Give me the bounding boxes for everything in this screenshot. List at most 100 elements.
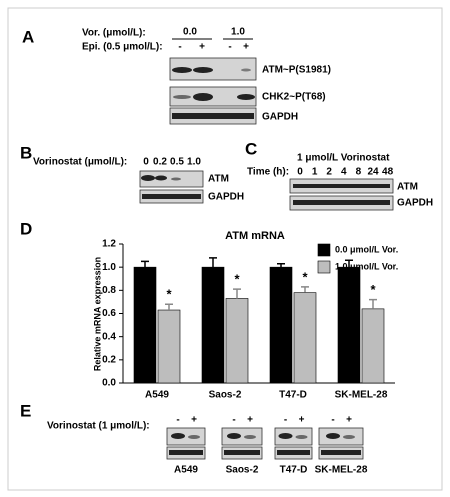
band-label: GAPDH — [208, 192, 244, 203]
epi-label: Epi. (0.5 μmol/L): — [82, 42, 163, 53]
blot — [318, 427, 364, 446]
annotation: * — [234, 272, 240, 287]
chart-title: ATM mRNA — [225, 230, 285, 242]
bar — [157, 309, 181, 384]
blot — [274, 427, 313, 446]
sign: + — [199, 42, 205, 53]
dose-label: Vorinostat (1 μmol/L): — [47, 421, 150, 432]
x-tick-label: Saos-2 — [209, 390, 242, 401]
sign: - — [228, 42, 231, 53]
cell-line: Saos-2 — [226, 465, 259, 476]
dose: 0 — [143, 157, 149, 168]
band — [321, 450, 361, 455]
sign: + — [247, 415, 253, 426]
bar — [269, 266, 293, 384]
error-bar — [345, 259, 353, 268]
error-bar — [277, 262, 285, 268]
legend-label: 1.0 μmol/L Vor. — [335, 261, 398, 271]
bar — [293, 292, 317, 384]
panel-label: A — [22, 27, 34, 46]
annotation: * — [166, 287, 172, 302]
y-tick-label: 0.2 — [102, 354, 116, 365]
band — [343, 435, 355, 439]
time: 2 — [326, 167, 332, 178]
dose-label: Vorinostat (μmol/L): — [33, 157, 127, 168]
annotation: * — [370, 282, 376, 297]
time: 8 — [356, 167, 362, 178]
y-tick-label: 1.2 — [102, 239, 116, 250]
dose: 0.0 — [183, 27, 197, 38]
time: 0 — [297, 167, 303, 178]
cell-line: A549 — [174, 465, 198, 476]
band — [227, 433, 241, 439]
band — [171, 433, 185, 439]
cell-line: SK-MEL-28 — [315, 465, 368, 476]
y-tick-label: 0.0 — [102, 378, 116, 389]
error-bar — [209, 257, 217, 268]
frame — [7, 7, 443, 491]
y-axis-label: Relative mRNA expression — [92, 257, 102, 371]
x-tick-label: T47-D — [279, 390, 307, 401]
sign: + — [191, 415, 197, 426]
error-bar — [301, 286, 309, 293]
time: 24 — [367, 167, 379, 178]
panel-label: B — [20, 143, 32, 162]
sign: + — [346, 415, 352, 426]
y-tick-label: 1.0 — [102, 262, 116, 273]
band — [169, 450, 203, 455]
band — [277, 450, 310, 455]
sign: - — [331, 415, 334, 426]
band — [188, 435, 200, 439]
sign: - — [232, 415, 235, 426]
error-bar — [165, 303, 173, 311]
panel-label: E — [20, 401, 31, 420]
sign: - — [176, 415, 179, 426]
error-bar — [369, 298, 377, 309]
time: 48 — [382, 167, 394, 178]
band — [326, 433, 340, 439]
band — [295, 435, 308, 439]
cell-line: T47-D — [280, 465, 308, 476]
bar — [133, 266, 157, 384]
blot — [166, 427, 206, 446]
band-label: ATM~P(S1981) — [262, 65, 331, 76]
panel-title: 1 μmol/L Vorinostat — [297, 153, 390, 164]
sign: + — [299, 415, 305, 426]
sign: + — [243, 42, 249, 53]
dose: 0.5 — [170, 157, 184, 168]
y-tick-label: 0.8 — [102, 285, 116, 296]
blot-a — [169, 57, 257, 125]
bar — [201, 266, 225, 384]
dose-label: Vor. (μmol/L): — [82, 28, 146, 39]
band-label: ATM — [397, 182, 418, 193]
legend-swatch — [317, 260, 331, 274]
dose: 1.0 — [231, 27, 245, 38]
annotation: * — [302, 269, 308, 284]
sign: - — [284, 415, 287, 426]
x-tick-label: A549 — [145, 390, 169, 401]
legend-swatch — [317, 243, 331, 257]
band-label: ATM — [208, 174, 229, 185]
blot-b — [139, 170, 204, 204]
dose: 1.0 — [187, 157, 201, 168]
x-tick-label: SK-MEL-28 — [335, 390, 388, 401]
band — [224, 450, 260, 455]
bar — [225, 298, 249, 384]
blot-c — [289, 178, 394, 211]
error-bar — [233, 288, 241, 299]
panel-label: D — [20, 219, 32, 238]
error-bar — [141, 260, 149, 268]
sign: - — [178, 42, 181, 53]
dose: 0.2 — [153, 157, 167, 168]
band-label: CHK2~P(T68) — [262, 92, 326, 103]
band — [244, 435, 256, 439]
bar — [361, 308, 385, 384]
bar — [337, 266, 361, 384]
time-label: Time (h): — [247, 167, 289, 178]
time: 1 — [312, 167, 318, 178]
band — [278, 433, 293, 439]
y-tick-label: 0.6 — [102, 308, 116, 319]
blot — [221, 427, 263, 446]
band-label: GAPDH — [262, 112, 298, 123]
